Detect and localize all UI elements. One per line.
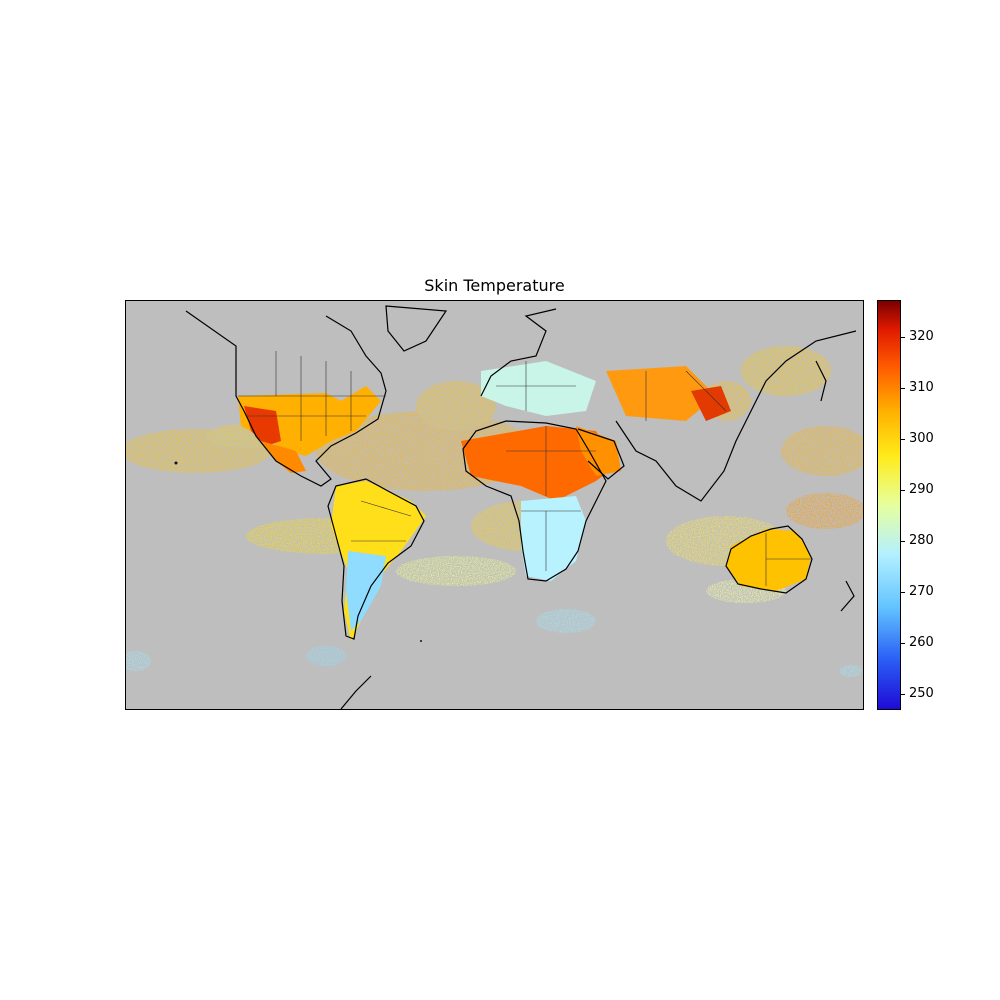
borders [238,351,811,586]
colorbar-tick-mark [901,336,905,338]
colorbar-tick-mark [901,693,905,695]
coastlines [185,305,857,709]
japan-coast [815,360,827,402]
south-america-south [346,551,386,631]
southern-ocean-cool-2 [306,646,346,666]
australia [726,529,811,591]
colorbar-tick-mark [901,489,905,491]
colorbar-tick-label: 270 [909,583,934,599]
colorbar-tick-mark [901,591,905,593]
arabia [576,426,621,476]
colorbar-tick-mark [901,387,905,389]
north-america-coast [185,310,387,487]
colorbar-tick-label: 290 [909,481,934,497]
colorbar-tick-mark [901,642,905,644]
atlantic-upper [416,381,496,431]
southern-ocean-cool-4 [839,665,863,677]
europe [481,361,596,416]
colorbar-tick-mark [901,438,905,440]
southern-ocean-cool-3 [126,651,151,671]
europe-coast [480,308,557,397]
colorbar-tick-label: 310 [909,379,934,395]
south-pacific-cool [396,556,516,586]
africa-coast [462,420,607,582]
chart-title: Skin Temperature [424,276,565,295]
gobi-hot [691,386,731,421]
australia-coast [725,525,813,594]
pacific-west [781,426,863,476]
colorbar-tick-label: 280 [909,532,934,548]
greenland-coast [385,305,448,352]
arabia-coast [577,428,625,480]
colorbar-tick-label: 320 [909,328,934,344]
asia-coast [615,330,857,502]
temperature-field [126,346,863,677]
africa-north [461,426,616,501]
antarctica-coast [340,675,372,709]
china-sea [741,346,831,396]
colorbar-tick-label: 260 [909,634,934,650]
land-temperature [238,361,811,641]
africa-south [521,496,586,581]
southern-ocean-cool-1 [536,609,596,633]
colorbar [877,300,901,710]
colorbar-tick-label: 250 [909,685,934,701]
mexico [261,441,306,473]
south-america-coast [327,478,425,640]
central-asia [606,366,716,421]
colorbar-tick-mark [901,540,905,542]
colorbar-gradient [878,301,900,709]
world-map [126,305,863,709]
colorbar-tick-label: 300 [909,430,934,446]
map-plot-area [125,300,864,710]
pacific-west-2 [786,493,863,529]
nz-coast [840,580,855,612]
pacific-speckles [174,461,422,642]
